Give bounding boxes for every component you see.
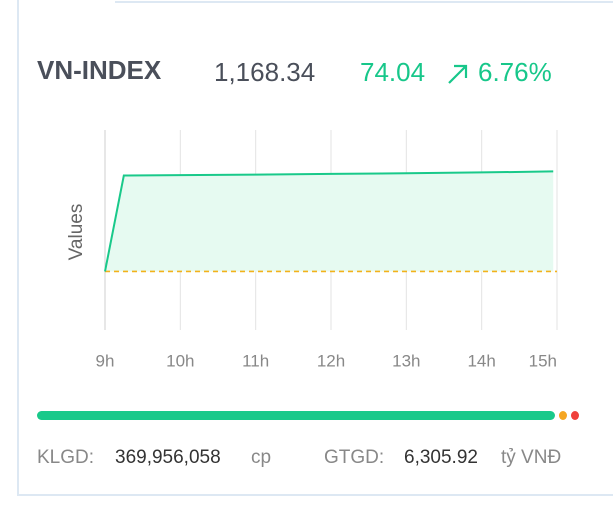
- value-amount: 6,305.92: [404, 447, 478, 468]
- x-tick-label: 10h: [166, 351, 194, 370]
- index-change: 74.04: [360, 57, 425, 87]
- y-axis-label: Values: [66, 204, 87, 261]
- value-label: GTGD:: [324, 447, 384, 468]
- volume-label: KLGD:: [37, 447, 94, 468]
- price-line: [104, 170, 554, 272]
- breadth-segment: [558, 411, 567, 420]
- index-change-percent: 6.76%: [478, 57, 552, 87]
- breadth-segment: [37, 411, 555, 420]
- up-arrow-icon: [448, 64, 468, 84]
- x-tick-label: 12h: [317, 351, 345, 370]
- volume-value: 369,956,058: [115, 447, 221, 468]
- card-border: [17, 0, 613, 496]
- x-tick-label: 14h: [467, 351, 495, 370]
- index-name: VN-INDEX: [37, 55, 162, 85]
- x-tick-label: 15h: [529, 351, 557, 370]
- index-price: 1,168.34: [214, 57, 315, 87]
- x-tick-label: 13h: [392, 351, 420, 370]
- value-unit: tỷ VNĐ: [501, 447, 561, 468]
- volume-unit: cp: [251, 447, 271, 468]
- x-tick-label: 11h: [242, 351, 269, 370]
- area-fill: [105, 171, 554, 272]
- breadth-segment: [570, 411, 579, 420]
- x-tick-label: 9h: [96, 351, 115, 370]
